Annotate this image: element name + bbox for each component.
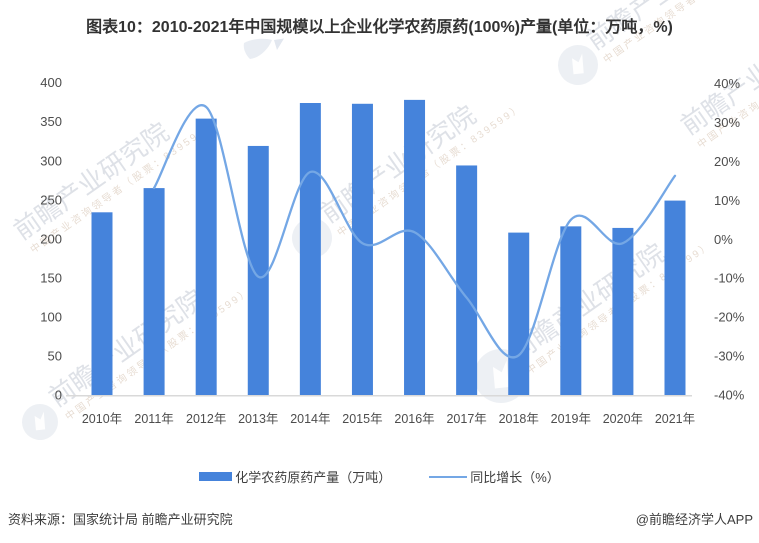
right-axis-tick: 0% bbox=[714, 232, 733, 247]
bar-2013年 bbox=[247, 145, 269, 395]
x-axis-label-2017年: 2017年 bbox=[446, 412, 486, 426]
left-axis-tick: 350 bbox=[40, 114, 62, 129]
line-series-swatch bbox=[429, 475, 468, 478]
x-axis-label-2016年: 2016年 bbox=[394, 412, 434, 426]
bar-2012年 bbox=[195, 118, 217, 395]
right-axis-tick: -10% bbox=[714, 271, 745, 286]
line-series-label: 同比增长（%） bbox=[470, 470, 560, 485]
left-axis-tick: 250 bbox=[40, 192, 62, 207]
left-axis-tick: 400 bbox=[40, 75, 62, 90]
x-axis-label-2010年: 2010年 bbox=[82, 412, 122, 426]
bar-2010年 bbox=[91, 212, 113, 395]
x-axis-label-2013年: 2013年 bbox=[238, 412, 278, 426]
bar-series-swatch bbox=[199, 472, 233, 481]
x-axis-label-2020年: 2020年 bbox=[603, 412, 643, 426]
page-title: 图表10：2010-2021年中国规模以上企业化学农药原药(100%)产量(单位… bbox=[86, 19, 673, 36]
right-axis-tick: 20% bbox=[714, 154, 740, 169]
bar-2020年 bbox=[612, 227, 634, 395]
bar-2018年 bbox=[508, 232, 530, 395]
qianzhan-wing-icon bbox=[34, 411, 46, 431]
growth-line bbox=[152, 104, 677, 359]
bar-2011年 bbox=[143, 188, 165, 395]
x-axis-label-2021年: 2021年 bbox=[655, 412, 695, 426]
x-axis-label-2012年: 2012年 bbox=[186, 412, 226, 426]
left-axis-tick: 200 bbox=[40, 231, 62, 246]
left-axis-tick: 100 bbox=[40, 309, 62, 324]
footer: 资料来源：国家统计局 前瞻产业研究院 @前瞻经济学人APP bbox=[0, 509, 759, 528]
right-axis-tick: 10% bbox=[714, 193, 740, 208]
x-axis-label-2018年: 2018年 bbox=[499, 412, 539, 426]
legend-item-production: 化学农药原药产量（万吨） bbox=[199, 467, 391, 486]
bar-2017年 bbox=[456, 165, 478, 395]
left-axis-tick: 50 bbox=[48, 348, 62, 363]
app-credit: @前瞻经济学人APP bbox=[635, 512, 753, 527]
right-axis-tick: -40% bbox=[714, 388, 745, 403]
qianzhan-wing-icon bbox=[572, 53, 584, 75]
bar-2019年 bbox=[560, 226, 582, 395]
legend-item-growth: 同比增长（%） bbox=[429, 467, 560, 486]
bar-2021年 bbox=[664, 200, 686, 395]
data-source-note: 资料来源：国家统计局 前瞻产业研究院 bbox=[8, 512, 233, 527]
bar-2016年 bbox=[404, 99, 426, 396]
right-axis-tick: -30% bbox=[714, 349, 745, 364]
left-axis-tick: 300 bbox=[40, 153, 62, 168]
x-axis-label-2019年: 2019年 bbox=[551, 412, 591, 426]
x-axis-label-2014年: 2014年 bbox=[290, 412, 330, 426]
x-axis-label-2011年: 2011年 bbox=[134, 412, 173, 426]
swoosh-notch-icon bbox=[274, 38, 284, 50]
bar-series-label: 化学农药原药产量（万吨） bbox=[235, 470, 392, 485]
x-axis-label-2015年: 2015年 bbox=[342, 412, 382, 426]
right-axis-tick: -20% bbox=[714, 310, 745, 325]
left-axis-tick: 0 bbox=[55, 388, 62, 403]
right-axis-tick: 40% bbox=[714, 76, 740, 91]
swoosh-decoration-icon bbox=[243, 38, 272, 59]
right-axis-tick: 30% bbox=[714, 115, 740, 130]
qianzhan-wing-icon bbox=[492, 360, 509, 389]
left-axis-tick: 150 bbox=[40, 270, 62, 285]
legend: 化学农药原药产量（万吨） 同比增长（%） bbox=[0, 467, 759, 486]
bar-2015年 bbox=[351, 103, 373, 396]
bar-2014年 bbox=[299, 102, 321, 395]
